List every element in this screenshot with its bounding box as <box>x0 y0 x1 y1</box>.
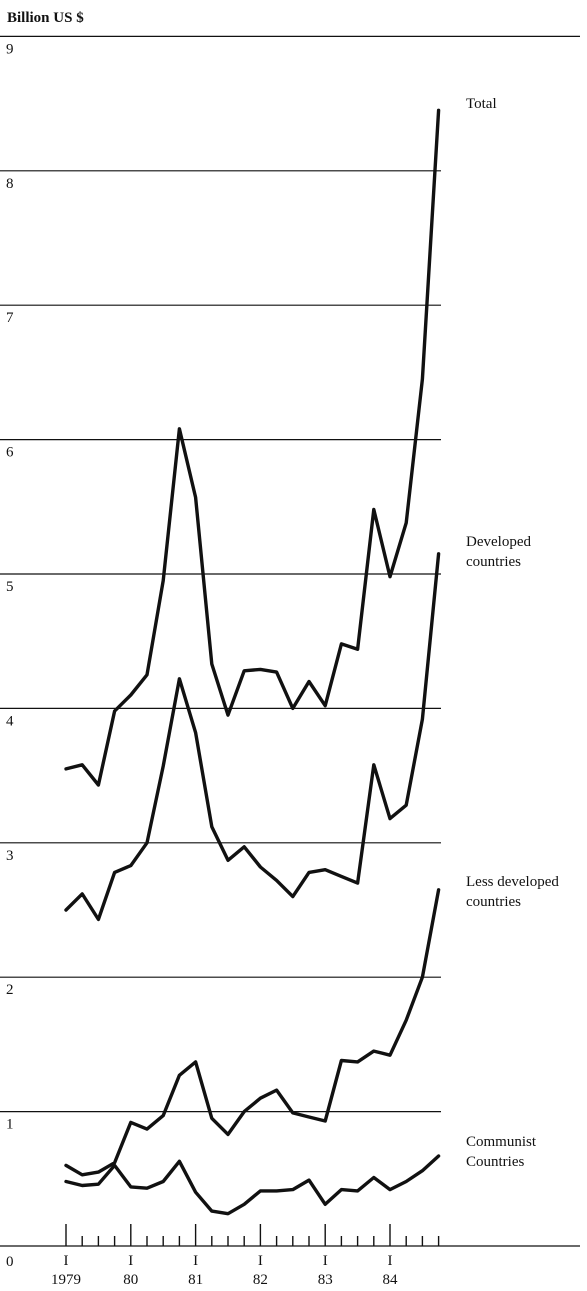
x-tick-mark-label: I <box>323 1253 328 1269</box>
x-tick-mark-label: I <box>64 1253 69 1269</box>
y-tick-label: 4 <box>6 713 14 729</box>
y-axis-tick-labels: 0 1 2 3 4 5 6 7 8 9 <box>6 41 14 1270</box>
y-tick-label: 0 <box>6 1254 14 1270</box>
series-lines <box>64 108 441 1216</box>
x-tick-year-label: 84 <box>383 1272 399 1288</box>
series-labels: Total Developed countries Less developed cou… <box>466 96 559 1170</box>
x-tick-mark-label: I <box>258 1253 263 1269</box>
y-tick-label: 8 <box>6 176 14 192</box>
y-tick-label: 7 <box>6 310 14 326</box>
series-label: Developed <box>466 534 531 550</box>
x-tick-mark-label: I <box>128 1253 133 1269</box>
x-tick-year-label: 83 <box>318 1272 333 1288</box>
y-tick-label: 3 <box>6 848 14 864</box>
series-line-4 <box>64 1154 441 1216</box>
series-label: countries <box>466 554 521 570</box>
series-label: Countries <box>466 1154 524 1170</box>
y-axis-unit-label: Billion US $ <box>7 10 84 26</box>
x-tick-mark-label: I <box>388 1253 393 1269</box>
gridlines <box>0 35 580 1247</box>
y-tick-label: 1 <box>6 1117 14 1133</box>
y-tick-label: 5 <box>6 579 14 595</box>
series-label: Less developed <box>466 874 559 890</box>
y-tick-label: 2 <box>6 982 14 998</box>
series-label: countries <box>466 894 521 910</box>
x-tick-year-label: 1979 <box>51 1272 81 1288</box>
x-axis: I 1979 I 80 I 81 I 82 I 83 I 84 <box>51 1224 440 1288</box>
x-tick-year-label: 80 <box>123 1272 138 1288</box>
y-tick-label: 9 <box>6 41 14 57</box>
series-line-2 <box>64 552 441 922</box>
series-label: Communist <box>466 1134 537 1150</box>
y-tick-label: 6 <box>6 445 14 461</box>
x-tick-year-label: 82 <box>253 1272 268 1288</box>
series-line-1 <box>64 108 441 787</box>
x-tick-mark-label: I <box>193 1253 198 1269</box>
x-tick-year-label: 81 <box>188 1272 203 1288</box>
series-line-3 <box>64 888 441 1177</box>
series-label: Total <box>466 96 497 112</box>
